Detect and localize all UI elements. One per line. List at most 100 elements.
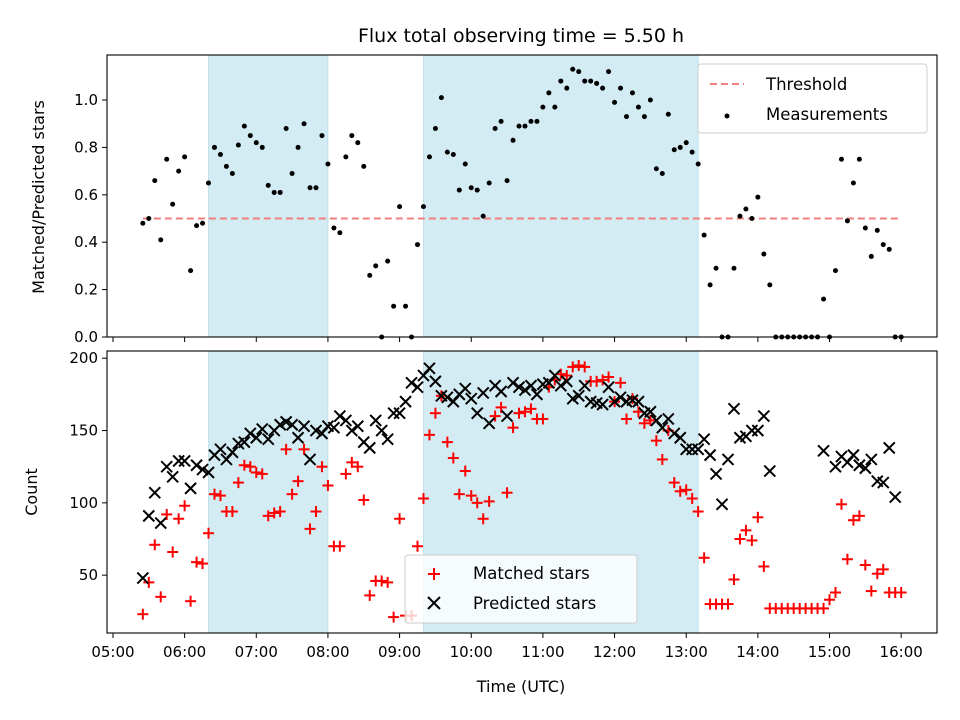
measurement-point (612, 99, 618, 105)
matched-star-point (304, 523, 316, 535)
matched-star-point (376, 575, 388, 587)
measurement-point (397, 204, 403, 210)
matched-star-point (173, 513, 185, 525)
matched-star-point (573, 359, 585, 371)
measurement-point (677, 144, 683, 150)
measurement-point (683, 140, 689, 146)
threshold-legend-label: Threshold (765, 75, 847, 94)
matched-legend-marker (428, 568, 440, 580)
measurement-point (623, 114, 629, 120)
measurement-point (146, 216, 152, 222)
measurement-point (319, 133, 325, 139)
matched-star-point (208, 488, 220, 500)
predicted-star-point (381, 433, 394, 446)
x-tick-label: 14:00 (736, 643, 779, 661)
matched-star-point (412, 540, 424, 552)
matched-star-point (232, 477, 244, 489)
measurement-point (247, 133, 253, 139)
measurement-point (349, 133, 355, 139)
measurement-point (343, 154, 349, 160)
matched-star-point (698, 552, 710, 564)
measurement-point (582, 78, 588, 84)
predicted-star-point (351, 419, 364, 433)
predicted-star-point (506, 376, 520, 390)
predicted-star-point (244, 427, 257, 440)
predicted-star-point (411, 380, 424, 394)
matched-star-point (316, 461, 328, 473)
measurement-point (821, 296, 827, 302)
measurement-point (528, 118, 534, 124)
measurement-point (844, 218, 850, 224)
predicted-star-point (309, 424, 323, 437)
measurement-point (749, 216, 755, 222)
predicted-star-point (262, 433, 275, 446)
matched-star-point (501, 487, 513, 499)
predicted-star-point (883, 441, 896, 455)
measurement-point (432, 125, 438, 131)
y-tick-label: 150 (69, 422, 98, 440)
predicted-star-point (847, 448, 860, 462)
matched-star-point (298, 443, 310, 455)
measurement-point (510, 137, 516, 143)
predicted-star-point (608, 395, 621, 408)
measurement-point (211, 144, 217, 150)
count-points (136, 359, 907, 623)
y-tick-label: 0.0 (74, 328, 98, 346)
predicted-star-point (482, 417, 496, 430)
matched-star-point (668, 477, 680, 489)
matched-star-point (865, 585, 877, 597)
matched-star-point (692, 506, 704, 518)
x-tick-label: 13:00 (665, 643, 708, 661)
predicted-star-point (494, 385, 508, 398)
measurement-point (361, 163, 367, 169)
predicted-star-point (303, 453, 317, 466)
predicted-star-point (554, 379, 568, 392)
predicted-star-point (751, 424, 765, 437)
measurement-point (194, 223, 200, 229)
ratio-legend-box (697, 63, 928, 134)
measurement-point (635, 104, 641, 110)
x-tick-label: 10:00 (450, 643, 493, 661)
predicted-star-point (817, 444, 830, 457)
x-tick-label: 09:00 (378, 643, 421, 661)
measurement-point (271, 189, 277, 195)
matched-star-point (537, 413, 549, 425)
measurement-point (438, 95, 444, 101)
measurement-point (474, 187, 480, 193)
matched-star-point (567, 361, 579, 373)
matched-star-point (191, 556, 203, 568)
predicted-star-point (745, 424, 759, 437)
matched-star-point (197, 558, 209, 570)
measurement-point (182, 154, 188, 160)
matched-star-point (597, 374, 609, 386)
measurement-point (450, 152, 456, 158)
x-tick-label: 15:00 (808, 643, 851, 661)
matched-star-point (364, 589, 376, 601)
matched-star-point (680, 484, 692, 496)
measurement-point (594, 80, 600, 86)
predicted-star-point (471, 406, 484, 420)
measurement-point (701, 232, 707, 238)
flux-window-band (423, 54, 699, 338)
measurement-point (743, 206, 749, 212)
measurement-point (522, 123, 528, 129)
matched-star-point (447, 452, 459, 464)
measurement-point (868, 253, 874, 259)
measurement-point (516, 123, 522, 129)
matched-star-point (513, 407, 525, 419)
predicted-star-point (500, 409, 514, 423)
predicted-star-point (697, 433, 711, 446)
predicted-star-point (614, 391, 627, 404)
matched-star-point (824, 594, 836, 606)
matched-star-point (746, 534, 758, 546)
matched-star-point (686, 493, 698, 505)
ratio-axes-frame (106, 54, 938, 338)
predicted-star-point (327, 421, 341, 434)
measurement-point (415, 242, 421, 248)
predicted-star-point (572, 389, 585, 403)
flux-windows (208, 54, 699, 338)
matched-star-point (238, 459, 250, 471)
measurement-point (480, 213, 486, 219)
predicted-star-point (166, 470, 179, 484)
measurement-point (886, 246, 892, 252)
